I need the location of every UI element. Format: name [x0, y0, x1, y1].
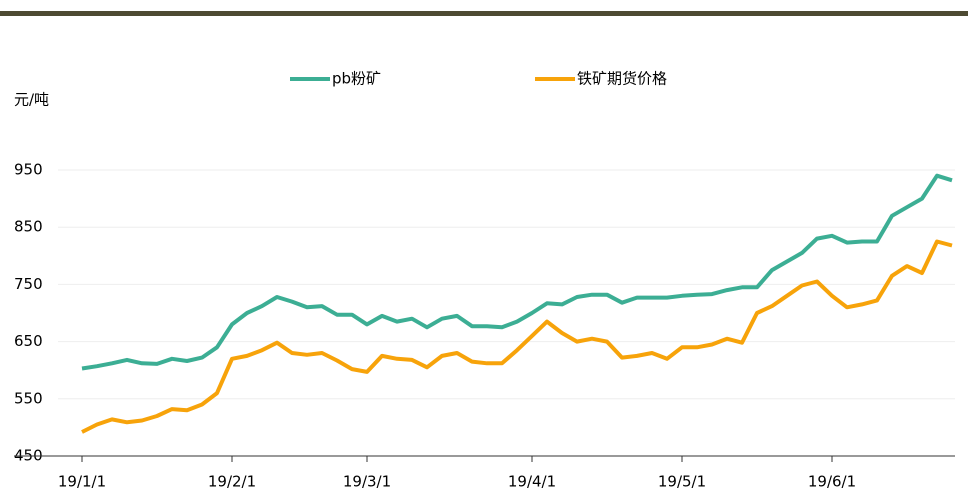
y-tick-label: 750: [14, 275, 43, 293]
legend-label: pb粉矿: [332, 70, 381, 88]
y-tick-label: 850: [14, 218, 43, 236]
series-line: [81, 173, 953, 371]
legend-label: 铁矿期货价格: [577, 70, 667, 88]
x-tick-label: 19/1/1: [58, 473, 106, 491]
x-tick-label: 19/6/1: [808, 473, 856, 491]
y-tick-label: 550: [14, 389, 43, 407]
y-tick-label: 650: [14, 332, 43, 350]
x-tick-label: 19/2/1: [208, 473, 256, 491]
y-tick-label: 950: [14, 161, 43, 179]
y-axis-label: 元/吨: [14, 91, 49, 109]
header-bar: [0, 11, 968, 16]
x-tick-label: 19/3/1: [343, 473, 391, 491]
x-tick-label: 19/4/1: [508, 473, 556, 491]
x-tick-label: 19/5/1: [658, 473, 706, 491]
series-line: [81, 239, 953, 434]
